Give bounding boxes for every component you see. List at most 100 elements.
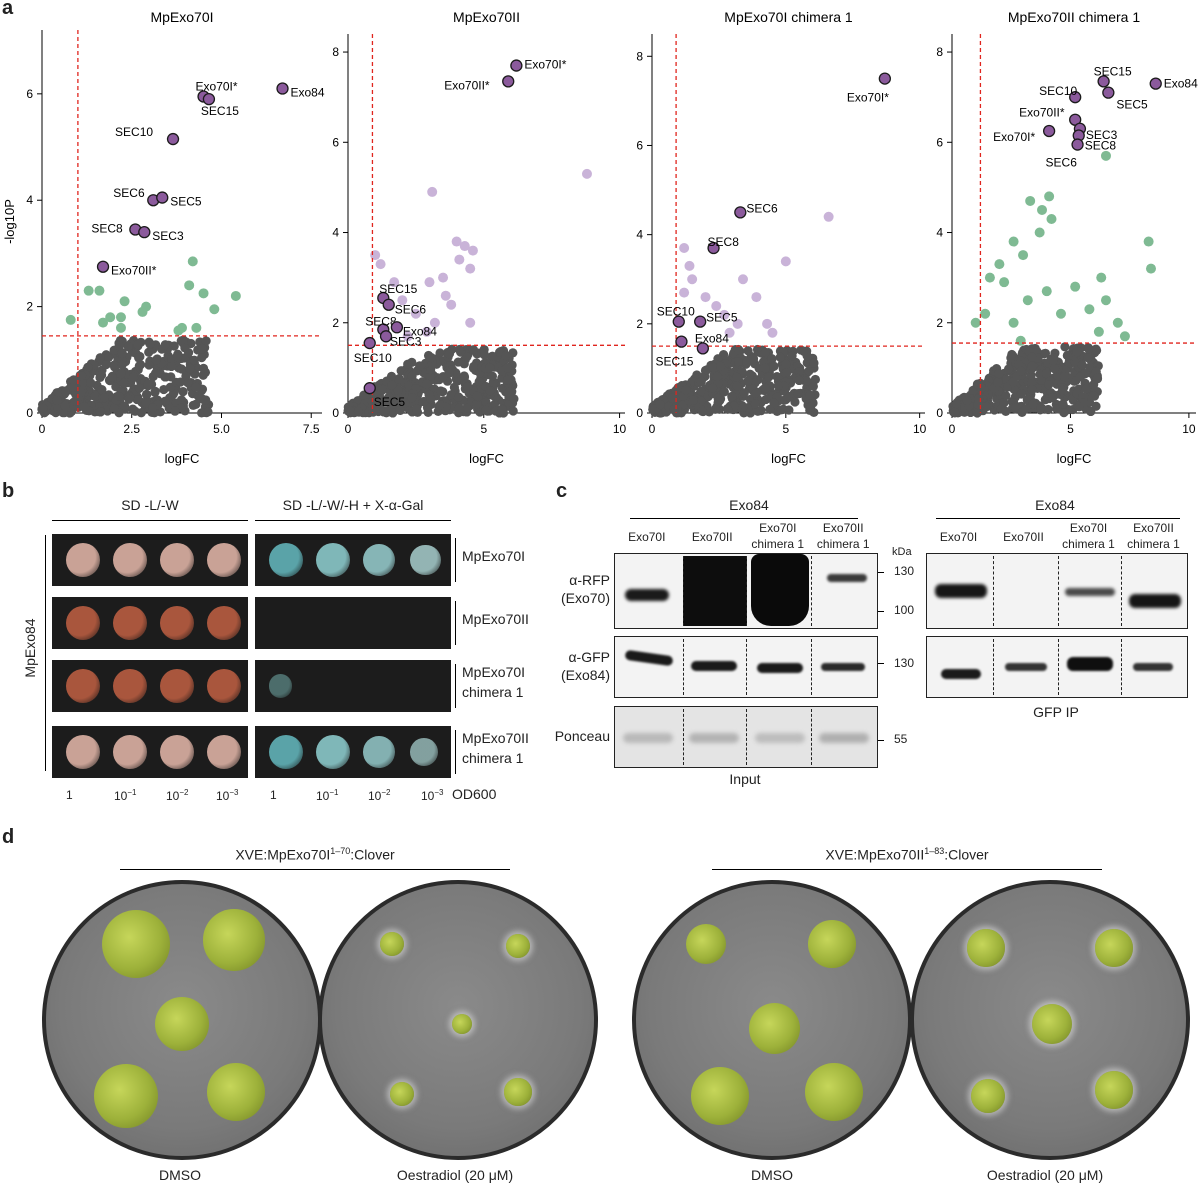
dilution-5: 1 [270,788,277,802]
bg-point [787,351,797,361]
sig-point-2-10 [410,308,421,319]
labeled-point-sec10 [1069,91,1082,104]
dilution-1: 1 [66,788,73,802]
x-tick-label-4-1: 5 [1067,422,1074,436]
thallus-colony [808,920,856,968]
bg-point [669,404,680,414]
y-tick-label-1-0: 0 [26,406,33,420]
sig-point-4-0 [1100,150,1111,161]
y2h-header-right-rule [255,520,451,521]
sig-point-1-6 [115,322,126,333]
bg-point [141,389,152,399]
bg-point [761,394,771,405]
x-tick-label-4-2: 10 [1182,422,1196,436]
bg-point [395,405,405,415]
bg-point [104,352,114,362]
sig-point-1-0 [83,285,94,296]
bg-point [1049,364,1060,374]
yeast-spot [160,543,194,577]
x-tick-label-3-2: 10 [913,422,927,436]
point-label-2-1: Exo70II* [444,78,490,92]
labeled-point-exo84 [1149,77,1162,90]
sig-point-2-12 [389,277,400,288]
bg-point [463,381,473,392]
bg-point [648,404,658,414]
sig-point-2-17 [421,326,432,337]
bg-point [119,401,130,411]
bg-point [151,355,161,365]
ip-rfp-blot [926,553,1188,629]
bg-point [712,371,722,382]
labeled-point-exo84 [390,321,404,334]
sig-point-4-5 [1034,227,1045,238]
point-label-1-7: SEC3 [152,229,184,243]
x-tick-label-3-1: 5 [782,422,789,436]
bg-point [436,386,446,396]
bg-point [750,398,760,409]
yeast-spot [113,735,147,769]
thallus-colony [504,1078,532,1106]
point-label-2-8: SEC5 [374,395,406,409]
panel-letter-c: c [556,480,568,502]
bg-point [751,388,761,398]
input-lane-3: Exo70I [759,521,797,535]
bg-point [993,377,1003,388]
dilution-7: 10−2 [368,788,391,803]
marker-100: 100 [894,603,915,617]
row-bracket-1 [455,538,456,582]
sig-point-3-2 [738,274,748,285]
y-tick-label-1-1: 2 [26,300,33,314]
sig-point-4-26 [1015,335,1026,346]
yeast-spot [66,669,100,703]
bg-point [1059,372,1070,382]
row-label-3: MpExo70I [462,664,526,680]
thallus-colony [451,1013,473,1035]
point-label-1-2: SEC15 [201,104,239,118]
bg-point [444,349,454,359]
marker-tick-55 [878,740,884,741]
sig-point-2-14 [370,250,381,261]
plot-title-3: MpExo70I chimera 1 [724,9,853,25]
sig-point-1-2 [98,317,109,328]
bg-point [502,375,513,385]
bg-point [446,390,456,400]
labeled-point-sec3 [138,225,151,239]
yeast-spot [66,606,100,640]
bg-point [773,381,783,391]
bg-point [742,357,752,367]
sig-point-4-11 [984,272,995,283]
ip-lane-2: Exo70II [1003,530,1044,544]
y-tick-label-1-3: 6 [26,87,33,101]
sig-point-2-6 [465,263,476,274]
bg-point [760,363,770,373]
sig-point-4-12 [999,277,1010,288]
dilution-2: 10−1 [114,788,137,803]
sig-point-4-8 [1143,236,1154,247]
point-label-1-6: SEC8 [91,221,123,235]
bg-point [655,399,665,410]
bg-point [1084,362,1095,372]
bg-point [191,382,201,392]
bg-point [201,336,211,346]
bg-point [201,395,211,405]
labeled-point-sec5 [694,315,707,328]
bg-point [1075,372,1086,382]
sig-point-3-8 [700,292,711,303]
bg-point [743,346,753,356]
x-axis-label-1: logFC [165,451,200,466]
sig-point-4-18 [1100,295,1111,306]
bg-point [767,354,777,364]
row2-label-1: α-GFP [568,649,610,665]
bg-point [435,400,445,410]
labeled-point-exo70i-star [1042,124,1056,138]
point-label-4-2: SEC10 [1039,84,1077,98]
petri-plate-4 [910,880,1190,1160]
input-lane-4-sub: chimera 1 [816,537,870,551]
bg-point [1001,406,1011,416]
sig-point-4-10 [994,259,1005,270]
bg-point [107,372,117,382]
point-label-4-6: Exo70I* [993,130,1035,144]
bg-point [185,363,195,374]
y-tick-label-4-4: 8 [936,45,943,59]
thallus-colony [390,1082,414,1106]
